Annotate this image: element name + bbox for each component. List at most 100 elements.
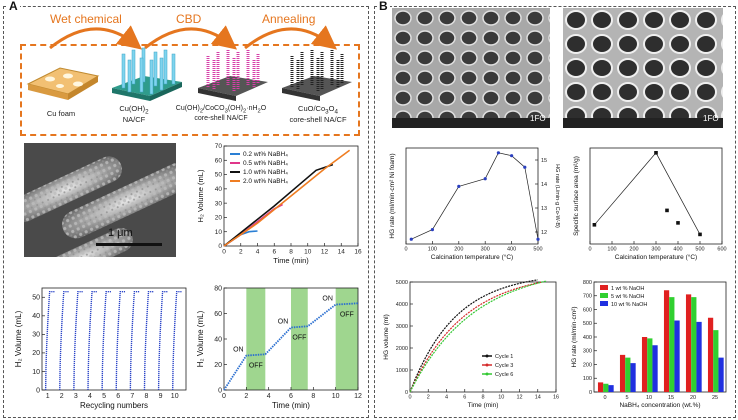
x-tick-label: 500 <box>695 247 704 253</box>
stage-label-cuoh2: Cu(OH)2 NA/CF <box>119 104 149 124</box>
arrow-annealing <box>244 25 338 50</box>
y-tick-label: 70 <box>215 143 223 150</box>
x-tick-label: 6 <box>463 395 466 401</box>
surface-point <box>676 221 680 225</box>
x-tick-label: 10 <box>498 395 504 401</box>
legend-label: 1 wt % NaOH <box>611 286 644 292</box>
series-line-3 <box>223 149 351 247</box>
x-tick-label: 2 <box>427 395 430 401</box>
x-tick-label: 0 <box>588 247 591 253</box>
stage-label-core-shell-1: Cu(OH)2/CoCO3(OH)2·nH2O core-shell NA/CF <box>175 105 267 123</box>
y-tick-label: 0 <box>218 387 222 394</box>
y-tick-label: 1000 <box>396 368 408 374</box>
off-window-2 <box>335 288 358 390</box>
x-tick-label: 14 <box>535 395 541 401</box>
bar-5-2 <box>630 363 636 392</box>
x-tick-label: 3 <box>74 393 78 400</box>
surface-point <box>654 151 658 155</box>
x-tick-label: 10 <box>332 393 340 400</box>
bar-15-1 <box>669 297 675 392</box>
x-tick-label: 200 <box>629 247 638 253</box>
x-tick-label: 5 <box>102 393 106 400</box>
bar-10-1 <box>647 338 653 392</box>
on-label: ON <box>233 347 244 354</box>
bar-25-1 <box>713 330 719 392</box>
panel-b <box>374 6 736 418</box>
plot-frame <box>409 281 557 393</box>
recycle-curve-5 <box>101 291 112 391</box>
x-tick-label: 400 <box>507 247 516 253</box>
off-label: OFF <box>292 335 306 342</box>
x-axis-label: Time (min) <box>468 402 499 409</box>
x-axis-label: NaBH₄ concentration (wt.%) <box>619 402 700 409</box>
y2-tick-label: 12 <box>541 230 547 236</box>
panel-a <box>3 6 369 418</box>
x-tick-label: 10 <box>171 393 179 400</box>
sem-label-2: 1FO <box>703 114 719 123</box>
chart-calcination-hg-rate: 0 100 200 300 400 500 Calcination temperature … <box>389 147 560 261</box>
y-axis-label: H₂ Volume (mL) <box>196 169 205 222</box>
surface-point <box>665 208 669 213</box>
x-tick-label: 0 <box>603 395 606 401</box>
x-tick-label: 400 <box>673 247 682 253</box>
legend-label: Cycle 1 <box>495 354 513 360</box>
chart-recycling: 0 10 20 30 40 50 Recycling numbers H₂ Volume (m… <box>14 287 187 410</box>
y-tick-label: 4000 <box>396 302 408 308</box>
bar-5-0 <box>619 354 626 392</box>
x-tick-label: 4 <box>88 393 92 400</box>
y-tick-label: 0 <box>405 390 408 396</box>
sem-image-foam-2: 1FO <box>563 8 723 128</box>
legend-label: Cycle 3 <box>495 363 513 369</box>
recycle-curve-10 <box>172 291 182 391</box>
legend-swatch <box>600 293 608 298</box>
bar-15-2 <box>674 320 680 392</box>
legend-swatch <box>600 301 608 306</box>
legend-label: 5 wt % NaOH <box>611 294 644 300</box>
arrow-cbd <box>144 25 238 50</box>
x-tick-label: 0 <box>222 249 226 256</box>
y2-axis-label: HG rate (L/min·g Co-W-B) <box>554 164 560 228</box>
x-tick-label: 2 <box>60 393 64 400</box>
stage-label-cu-foam: Cu foam <box>46 109 76 118</box>
x-tick-label: 0 <box>408 395 411 401</box>
on-label: ON <box>322 296 333 303</box>
off-window-0 <box>246 288 266 390</box>
schematic-box <box>20 44 360 136</box>
recycle-curve-3 <box>73 291 83 391</box>
y-tick-label: 100 <box>583 376 592 382</box>
surface-point <box>698 232 702 237</box>
y-tick-label: 500 <box>583 321 592 327</box>
onoff-line <box>223 302 359 391</box>
foam-texture-1 <box>392 8 550 128</box>
cycle-line-0 <box>409 279 538 393</box>
x-tick-label: 300 <box>481 247 490 253</box>
step-annealing: Annealing <box>262 12 316 26</box>
calc-point <box>430 228 434 232</box>
x-tick-label: 0 <box>404 247 407 253</box>
y-tick-label: 10 <box>32 369 40 376</box>
sem-image-foam-1: 1FO <box>392 8 550 128</box>
legend-label: 2.0 wt% NaBH₄ <box>243 178 288 185</box>
cuoh2-nanoarray-illustration <box>112 47 182 101</box>
surface-point <box>592 223 597 227</box>
bar-20-1 <box>691 297 697 392</box>
y-axis-label: H₂ Volume (mL) <box>196 310 205 367</box>
plot-frame <box>589 147 723 245</box>
y-tick-label: 30 <box>32 332 40 339</box>
y2-tick-label: 13 <box>541 206 547 212</box>
step-cbd: CBD <box>176 12 202 26</box>
bar-10-0 <box>641 337 648 392</box>
x-tick-label: 4 <box>267 393 271 400</box>
x-tick-label: 15 <box>668 395 674 401</box>
cycle-line-1 <box>409 281 543 393</box>
x-tick-label: 200 <box>454 247 463 253</box>
x-tick-label: 12 <box>516 395 522 401</box>
x-tick-label: 100 <box>428 247 437 253</box>
sem-scale-label: 1 μm <box>108 227 133 239</box>
x-tick-label: 4 <box>445 395 448 401</box>
y-tick-label: 60 <box>215 157 223 164</box>
y-tick-label: 400 <box>583 335 592 341</box>
series-line-2 <box>223 163 334 247</box>
recycle-curve-2 <box>59 291 69 391</box>
